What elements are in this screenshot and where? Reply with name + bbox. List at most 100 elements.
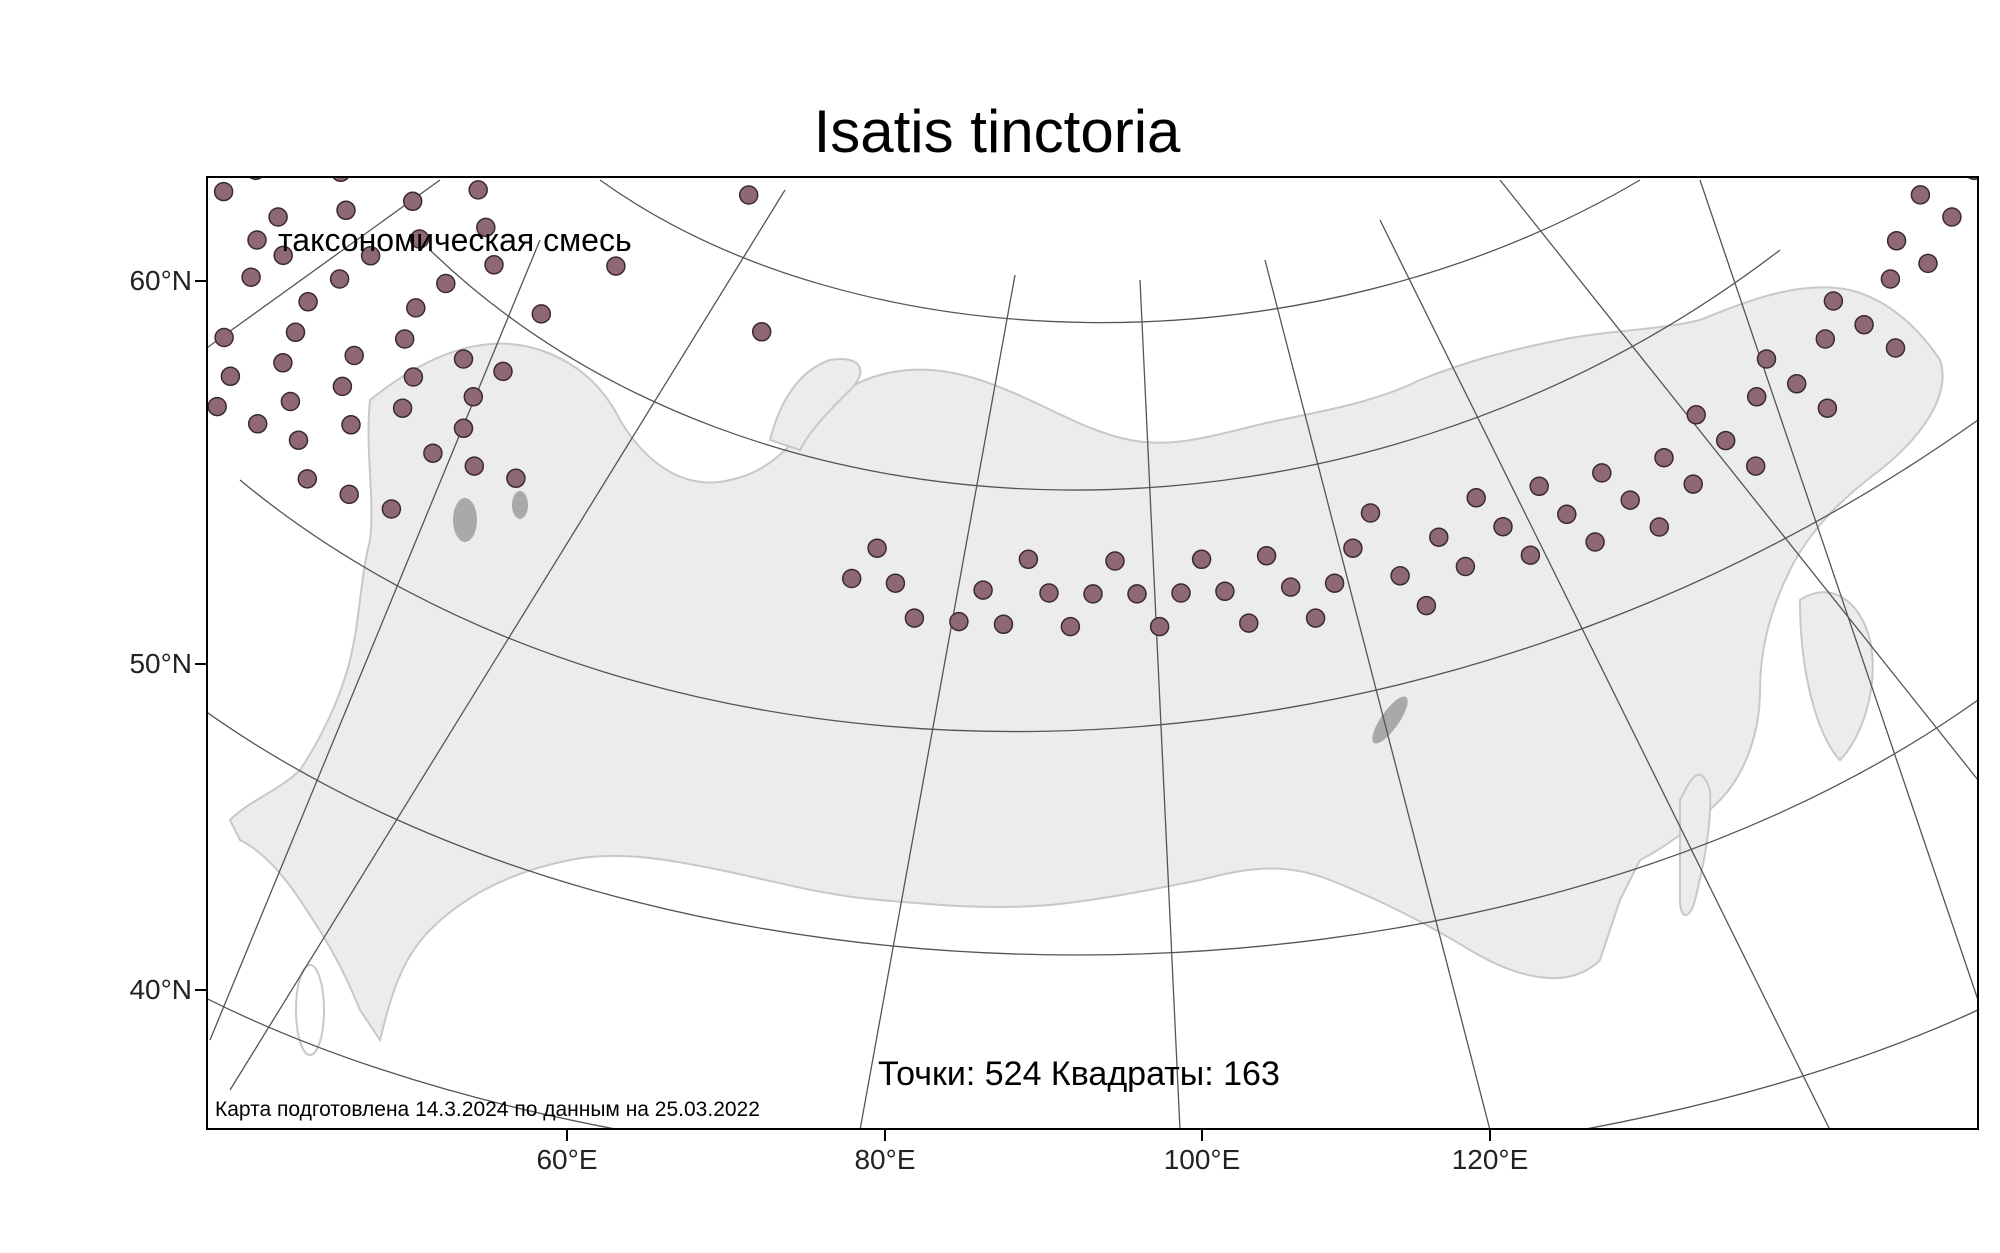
occurrence-point	[273, 353, 293, 373]
legend-marker	[247, 230, 267, 250]
lat-label-50: 50°N	[129, 648, 192, 679]
occurrence-point	[221, 1, 239, 19]
novaya-zemlya	[768, 358, 862, 452]
stats-label: Точки: 524 Квадраты: 163	[878, 1055, 1280, 1093]
occurrence-point	[1256, 546, 1277, 566]
occurrence-point	[1529, 476, 1549, 497]
occurrence-point	[278, 140, 296, 158]
occurrence-point	[115, 243, 133, 261]
occurrence-point	[123, 322, 141, 340]
occurrence-point	[298, 292, 318, 312]
occurrence-point	[39, 125, 57, 143]
occurrence-point	[453, 418, 474, 439]
occurrence-point	[1942, 207, 1962, 227]
occurrence-point	[1455, 556, 1476, 577]
occurrence-point	[1171, 583, 1191, 603]
occurrence-point	[1324, 573, 1345, 593]
lon-label-120: 120°E	[1452, 1144, 1529, 1175]
occurrence-point	[126, 137, 144, 155]
occurrence-point	[213, 181, 234, 202]
occurrence-point	[1823, 291, 1844, 311]
occurrence-point	[436, 273, 456, 294]
occurrence-point	[65, 292, 83, 310]
occurrence-points	[0, 0, 1978, 637]
occurrence-point	[209, 106, 227, 124]
lon-label-100: 100°E	[1164, 1144, 1241, 1175]
occurrence-point	[297, 469, 318, 489]
occurrence-point	[69, 331, 87, 349]
lake-baikal	[1372, 696, 1408, 744]
occurrence-point	[1756, 349, 1777, 369]
occurrence-point	[241, 267, 261, 287]
occurrence-point	[841, 568, 862, 589]
occurrence-point	[1305, 608, 1326, 628]
occurrence-point	[159, 117, 177, 135]
occurrence-point	[506, 468, 526, 489]
occurrence-point	[1686, 405, 1706, 425]
occurrence-point	[341, 415, 361, 435]
lake-onega	[512, 491, 528, 519]
occurrence-point	[285, 322, 306, 343]
occurrence-point	[280, 391, 301, 412]
occurrence-point	[993, 614, 1014, 635]
occurrence-point	[258, 94, 276, 112]
occurrence-point	[1018, 549, 1039, 570]
occurrence-point	[468, 180, 488, 200]
occurrence-point	[1585, 532, 1605, 552]
occurrence-point	[172, 12, 190, 30]
occurrence-point	[904, 608, 925, 628]
occurrence-point	[167, 233, 185, 251]
occurrence-point	[157, 301, 175, 319]
occurrence-point	[1239, 613, 1259, 633]
occurrence-point	[1649, 517, 1670, 537]
occurrence-point	[1880, 269, 1901, 289]
occurrence-point	[885, 573, 906, 593]
occurrence-point	[1910, 185, 1931, 205]
occurrence-point	[1429, 527, 1449, 547]
occurrence-point	[214, 327, 234, 348]
occurrence-point	[303, 42, 321, 60]
occurrence-point	[332, 177, 350, 183]
occurrence-point	[1215, 581, 1235, 602]
occurrence-point	[403, 367, 424, 387]
occurrence-point	[255, 56, 273, 74]
occurrence-point	[1105, 551, 1125, 571]
occurrence-point	[1817, 398, 1838, 418]
occurrence-point	[476, 217, 496, 238]
credit-note: Карта подготовлена 14.3.2024 по данным н…	[215, 1098, 760, 1121]
occurrence-point	[392, 117, 410, 135]
sakhalin	[1679, 773, 1712, 916]
occurrence-point	[429, 25, 447, 43]
occurrence-point	[493, 361, 513, 382]
occurrence-point	[484, 255, 504, 275]
occurrence-point	[336, 200, 356, 221]
occurrence-point	[402, 191, 423, 212]
occurrence-point	[949, 611, 969, 632]
occurrence-point	[128, 361, 146, 379]
occurrence-point	[1786, 374, 1807, 394]
occurrence-point	[1918, 253, 1938, 274]
occurrence-point	[531, 304, 552, 324]
occurrence-point	[1390, 566, 1410, 586]
occurrence-point	[1416, 595, 1437, 616]
map-area	[0, 0, 1978, 1129]
occurrence-point	[973, 580, 993, 600]
graticule	[207, 179, 1978, 1129]
occurrence-point	[1815, 329, 1836, 349]
lon-label-60: 60°E	[536, 1144, 597, 1175]
occurrence-point	[1745, 456, 1766, 476]
occurrence-point	[1885, 338, 1906, 358]
occurrence-point	[1854, 314, 1874, 335]
occurrence-point	[288, 430, 309, 450]
occurrence-point	[1280, 577, 1301, 597]
legend: таксономическая смесь	[247, 222, 632, 258]
occurrence-point	[425, 0, 443, 6]
occurrence-point	[464, 456, 485, 476]
occurrence-point	[0, 289, 10, 307]
occurrence-point	[1466, 488, 1486, 508]
occurrence-point	[1592, 463, 1612, 483]
occurrence-point	[1954, 94, 1972, 112]
occurrence-point	[751, 322, 772, 342]
occurrence-point	[173, 50, 191, 68]
